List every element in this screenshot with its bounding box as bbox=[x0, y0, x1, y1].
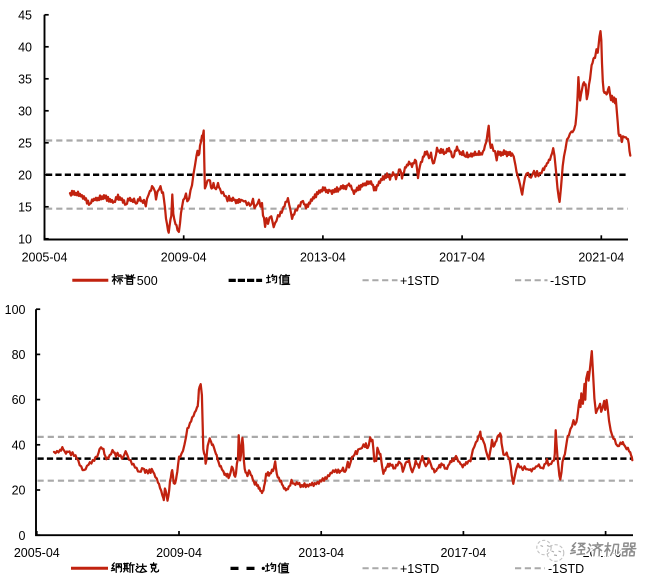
svg-text:2009-04: 2009-04 bbox=[161, 251, 207, 265]
svg-text:+1STD: +1STD bbox=[400, 274, 439, 288]
svg-text:45: 45 bbox=[18, 8, 32, 22]
svg-text:2021-04: 2021-04 bbox=[578, 251, 624, 265]
svg-text:35: 35 bbox=[18, 72, 32, 86]
svg-text:30: 30 bbox=[18, 104, 32, 118]
svg-text:40: 40 bbox=[18, 40, 32, 54]
svg-text:20: 20 bbox=[12, 484, 26, 498]
svg-text:2005-04: 2005-04 bbox=[14, 546, 60, 560]
svg-text:500: 500 bbox=[137, 274, 158, 288]
svg-text:-1STD: -1STD bbox=[548, 562, 584, 576]
svg-text:0: 0 bbox=[19, 529, 26, 543]
svg-text:10: 10 bbox=[18, 232, 32, 246]
svg-text:+1STD: +1STD bbox=[400, 562, 439, 576]
svg-text:2005-04: 2005-04 bbox=[22, 251, 68, 265]
svg-text:2013-04: 2013-04 bbox=[298, 546, 344, 560]
svg-text:-1STD: -1STD bbox=[550, 274, 586, 288]
svg-text:2017-04: 2017-04 bbox=[440, 546, 486, 560]
svg-text:60: 60 bbox=[12, 393, 26, 407]
svg-text:2009-04: 2009-04 bbox=[156, 546, 202, 560]
svg-text:25: 25 bbox=[18, 136, 32, 150]
svg-text:100: 100 bbox=[5, 303, 26, 317]
svg-text:2017-04: 2017-04 bbox=[439, 251, 485, 265]
svg-text:15: 15 bbox=[18, 200, 32, 214]
svg-text:80: 80 bbox=[12, 348, 26, 362]
svg-text:40: 40 bbox=[12, 438, 26, 452]
svg-text:2013-04: 2013-04 bbox=[300, 251, 346, 265]
svg-text:20: 20 bbox=[18, 168, 32, 182]
